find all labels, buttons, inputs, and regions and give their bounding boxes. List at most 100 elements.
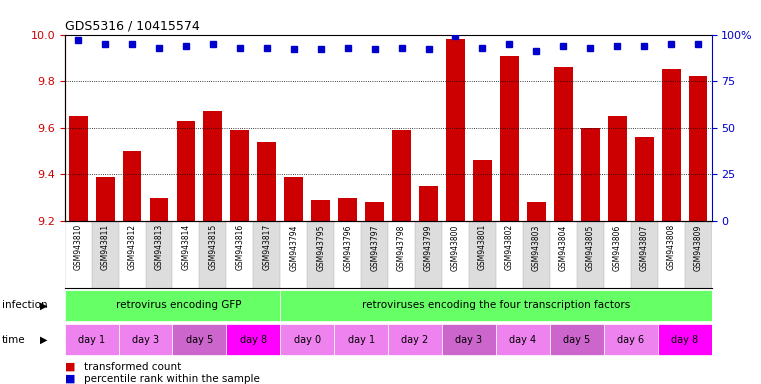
Text: day 5: day 5 (563, 335, 591, 345)
Text: retroviruses encoding the four transcription factors: retroviruses encoding the four transcrip… (361, 300, 630, 310)
Text: day 8: day 8 (671, 335, 698, 345)
Bar (388, 324, 442, 356)
Text: GDS5316 / 10415574: GDS5316 / 10415574 (65, 20, 199, 33)
Bar (119, 221, 145, 288)
Text: GSM943805: GSM943805 (586, 224, 595, 271)
Bar (419, 186, 438, 221)
Bar (635, 137, 654, 221)
Bar (603, 324, 658, 356)
Text: day 0: day 0 (294, 335, 321, 345)
Text: day 6: day 6 (617, 335, 645, 345)
Bar (658, 221, 685, 288)
Text: day 1: day 1 (348, 335, 374, 345)
Text: ▶: ▶ (40, 300, 47, 310)
Text: GSM943799: GSM943799 (424, 224, 433, 271)
Bar (173, 221, 199, 288)
Bar (496, 221, 523, 288)
Bar (65, 290, 280, 321)
Text: GSM943807: GSM943807 (640, 224, 648, 271)
Bar (608, 116, 626, 221)
Text: GSM943815: GSM943815 (209, 224, 218, 270)
Bar (311, 200, 330, 221)
Text: GSM943800: GSM943800 (451, 224, 460, 271)
Text: GSM943816: GSM943816 (235, 224, 244, 270)
Text: day 1: day 1 (78, 335, 105, 345)
Text: ■: ■ (65, 361, 75, 372)
Text: GSM943795: GSM943795 (317, 224, 325, 271)
Text: GSM943797: GSM943797 (370, 224, 379, 271)
Text: GSM943804: GSM943804 (559, 224, 568, 271)
Bar (523, 221, 550, 288)
Bar (145, 221, 173, 288)
Bar (338, 197, 357, 221)
Text: GSM943813: GSM943813 (154, 224, 164, 270)
Text: transformed count: transformed count (84, 361, 181, 372)
Bar (603, 221, 631, 288)
Bar (442, 324, 496, 356)
Text: GSM943802: GSM943802 (505, 224, 514, 270)
Bar (65, 324, 119, 356)
Bar (631, 221, 658, 288)
Bar (253, 221, 280, 288)
Bar (554, 67, 573, 221)
Text: GSM943794: GSM943794 (289, 224, 298, 271)
Bar (689, 76, 708, 221)
Text: day 4: day 4 (509, 335, 537, 345)
Text: retrovirus encoding GFP: retrovirus encoding GFP (116, 300, 242, 310)
Bar (415, 221, 442, 288)
Text: GSM943808: GSM943808 (667, 224, 676, 270)
Bar (334, 324, 388, 356)
Text: day 8: day 8 (240, 335, 267, 345)
Bar (173, 324, 227, 356)
Text: day 3: day 3 (455, 335, 482, 345)
Text: GSM943803: GSM943803 (532, 224, 541, 271)
Bar (473, 160, 492, 221)
Text: GSM943817: GSM943817 (263, 224, 272, 270)
Text: GSM943812: GSM943812 (128, 224, 136, 270)
Text: GSM943814: GSM943814 (181, 224, 190, 270)
Bar (527, 202, 546, 221)
Bar (123, 151, 142, 221)
Bar (661, 70, 680, 221)
Bar (469, 221, 496, 288)
Bar (280, 324, 334, 356)
Text: day 3: day 3 (132, 335, 159, 345)
Bar (285, 177, 303, 221)
Bar (199, 221, 227, 288)
Bar (65, 221, 91, 288)
Bar (177, 121, 196, 221)
Bar (577, 221, 603, 288)
Text: ▶: ▶ (40, 335, 47, 345)
Bar (658, 324, 712, 356)
Bar (68, 116, 88, 221)
Bar (334, 221, 361, 288)
Text: GSM943811: GSM943811 (100, 224, 110, 270)
Bar (550, 221, 577, 288)
Bar (227, 221, 253, 288)
Text: ■: ■ (65, 374, 75, 384)
Bar (581, 127, 600, 221)
Bar (365, 202, 384, 221)
Bar (119, 324, 173, 356)
Text: GSM943809: GSM943809 (693, 224, 702, 271)
Bar (496, 324, 550, 356)
Text: time: time (2, 335, 25, 345)
Bar (392, 130, 411, 221)
Bar (280, 290, 712, 321)
Text: day 2: day 2 (402, 335, 428, 345)
Bar (257, 142, 276, 221)
Text: GSM943801: GSM943801 (478, 224, 487, 270)
Bar (550, 324, 603, 356)
Bar (96, 177, 115, 221)
Text: GSM943810: GSM943810 (74, 224, 83, 270)
Bar (150, 197, 168, 221)
Bar (388, 221, 415, 288)
Bar (91, 221, 119, 288)
Bar (446, 39, 465, 221)
Text: GSM943798: GSM943798 (397, 224, 406, 271)
Text: GSM943806: GSM943806 (613, 224, 622, 271)
Text: percentile rank within the sample: percentile rank within the sample (84, 374, 260, 384)
Bar (203, 111, 222, 221)
Bar (442, 221, 469, 288)
Bar (685, 221, 712, 288)
